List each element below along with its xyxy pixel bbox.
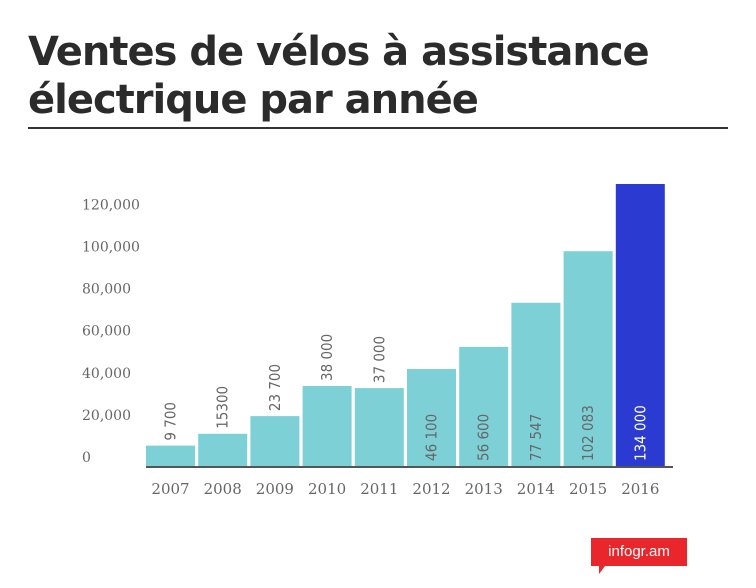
x-tick-label: 2008	[204, 480, 242, 498]
y-tick-label: 120,000	[82, 198, 140, 214]
y-tick-label: 40,000	[82, 366, 131, 382]
bar-value-label: 38 000	[318, 334, 336, 381]
y-tick-label: 80,000	[82, 282, 131, 298]
bar-value-label: 134 000	[631, 405, 649, 461]
x-tick-label: 2013	[465, 480, 503, 498]
bar-2008[interactable]	[198, 433, 248, 466]
x-tick-label: 2010	[308, 480, 346, 498]
bar-2009[interactable]	[250, 416, 300, 466]
bar-2011[interactable]	[354, 388, 404, 466]
y-axis: 0 20,000 40,000 60,000 80,000 100,000 120,000	[82, 198, 140, 467]
x-axis: 2007 2008 2009 2010 2011 2012 2013 2014 2015 2016	[151, 480, 659, 498]
bars-group	[146, 184, 665, 466]
infogram-logo[interactable]: infogr.am	[591, 538, 687, 574]
y-tick-label: 0	[82, 450, 91, 466]
page-title: Ventes de vélos à assistance électrique …	[28, 29, 650, 123]
bar-2010[interactable]	[302, 386, 352, 466]
bar-2013[interactable]	[459, 346, 509, 466]
bar-value-label: 37 000	[370, 336, 388, 383]
y-tick-label: 60,000	[82, 324, 131, 340]
bar-2007[interactable]	[146, 445, 195, 466]
bar-value-label: 9 700	[162, 402, 180, 441]
bar-2012[interactable]	[407, 369, 456, 466]
bar-value-label: 77 547	[527, 414, 545, 461]
bar-value-label: 102 083	[579, 405, 597, 461]
bar-value-label: 46 100	[423, 414, 441, 461]
x-tick-label: 2011	[360, 480, 398, 498]
x-tick-label: 2015	[569, 480, 607, 498]
y-tick-label: 100,000	[82, 240, 140, 256]
y-tick-label: 20,000	[82, 408, 131, 424]
bar-value-label: 15300	[214, 386, 232, 429]
bar-2014[interactable]	[511, 302, 561, 466]
title-divider	[28, 127, 728, 129]
data-labels-group: 9 700 15300 23 700 38 000 37 000 46 100 56 600…	[162, 334, 650, 461]
x-tick-label: 2007	[151, 480, 189, 498]
bar-value-label: 23 700	[266, 364, 284, 411]
logo-badge-shape	[591, 538, 687, 574]
x-tick-label: 2014	[517, 480, 555, 498]
logo-text: infogr.am	[608, 543, 670, 560]
bar-2016[interactable]	[615, 184, 665, 466]
x-tick-label: 2012	[412, 480, 450, 498]
bar-2015[interactable]	[563, 251, 613, 466]
x-tick-label: 2016	[621, 480, 659, 498]
bar-value-label: 56 600	[475, 414, 493, 461]
x-tick-label: 2009	[256, 480, 294, 498]
